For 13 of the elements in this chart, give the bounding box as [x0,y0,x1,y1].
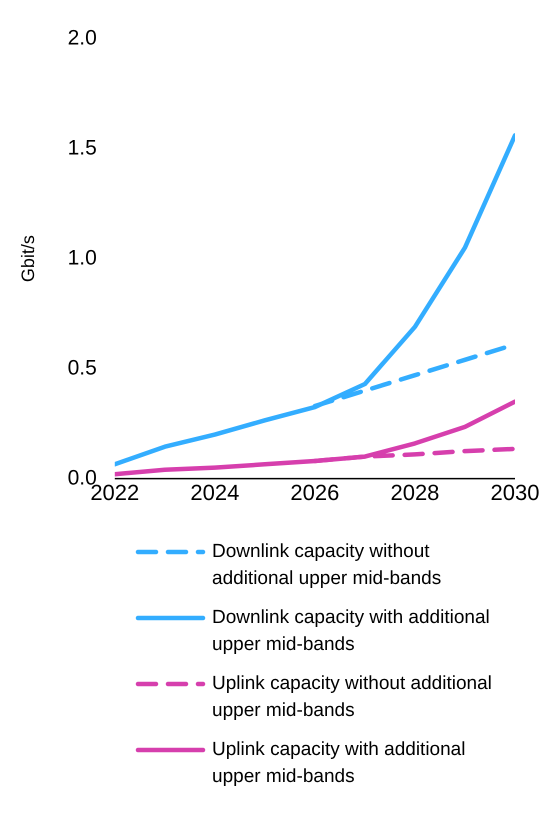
x-tick-label: 2024 [190,480,240,505]
legend-label: Downlink capacity with additional upper mid-bands [212,606,491,657]
y-tick-label: 1.5 [68,136,97,160]
legend-label: Uplink capacity with additional upper mid-bands [212,738,466,789]
y-tick-label: 0.5 [68,356,97,380]
y-axis-title: Gbit/s [18,235,38,282]
x-tick-label: 2030 [490,480,540,505]
x-tick-label: 2028 [390,480,440,505]
y-tick-label: 1.0 [68,246,97,270]
x-tick-label: 2026 [290,480,340,505]
y-tick-label: 2.0 [68,26,97,50]
legend-label: Downlink capacity without additional upper mid-bands [212,540,442,591]
legend-label: Uplink capacity without additional upper mid-bands [212,672,493,723]
